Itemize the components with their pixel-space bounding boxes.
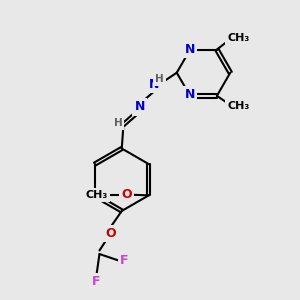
Text: O: O (121, 188, 132, 201)
Text: H: H (113, 118, 122, 128)
Text: N: N (134, 100, 145, 113)
Text: N: N (185, 88, 195, 101)
Text: CH₃: CH₃ (227, 101, 250, 111)
Text: CH₃: CH₃ (86, 190, 108, 200)
Text: CH₃: CH₃ (227, 33, 250, 43)
Text: N: N (185, 43, 195, 56)
Text: N: N (149, 77, 160, 91)
Text: O: O (106, 227, 116, 240)
Text: F: F (92, 275, 101, 288)
Text: F: F (120, 254, 128, 267)
Text: H: H (155, 74, 164, 84)
